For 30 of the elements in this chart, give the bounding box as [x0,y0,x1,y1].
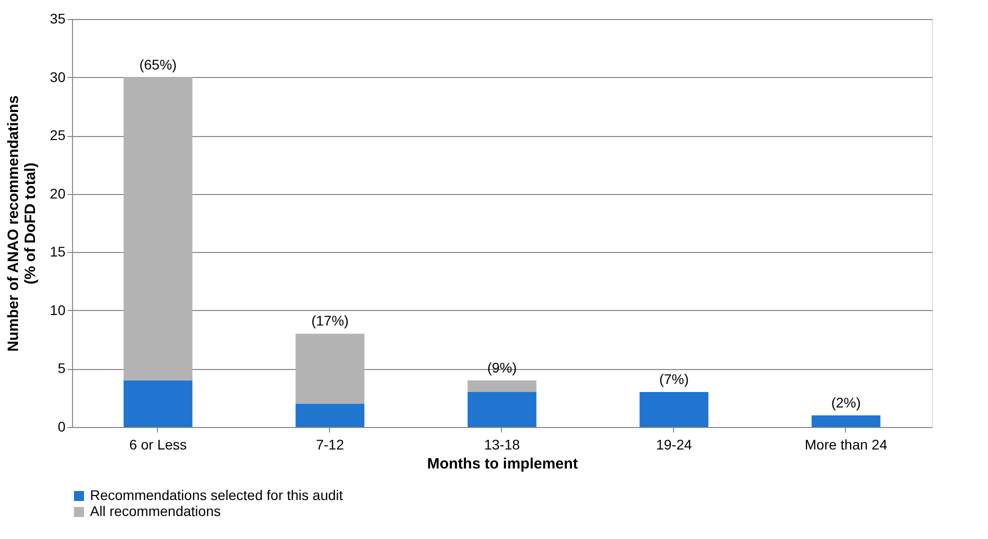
x-tick-label: 7-12 [316,436,344,452]
y-tick-label: 20 [50,185,66,202]
bar [468,392,536,427]
annotation: (17%) [311,312,349,329]
annotation: (7%) [659,371,689,388]
bar [124,77,192,380]
bar [812,415,880,427]
bar [640,392,708,427]
y-tick-label: 30 [50,68,66,85]
bar [468,380,536,392]
x-tick-label: More than 24 [804,436,888,452]
y-tick-label: 15 [50,244,66,260]
bar [296,404,364,427]
y-axis-title: Number of ANAO recommendations (% of DoFD total) [4,95,39,352]
x-tick-label: 6 or Less [129,436,187,452]
y-tick-label: 5 [58,360,66,376]
annotation: (65%) [139,56,177,72]
x-tick-label: 13-18 [484,436,520,452]
y-tick-label: 25 [50,127,66,144]
x-tick-label: 19-24 [656,436,692,452]
bar [296,334,364,404]
annotation: (9%) [487,359,517,376]
y-tick-label: 35 [50,10,66,26]
legend-label: All recommendations [90,503,221,519]
y-tick-label: 10 [50,302,66,318]
annotation: (2%) [831,394,861,410]
y-tick-label: 0 [58,418,66,434]
bar [124,380,192,427]
legend-label: Recommendations selected for this audit [90,487,344,503]
x-axis-title: Months to implement [427,456,578,472]
